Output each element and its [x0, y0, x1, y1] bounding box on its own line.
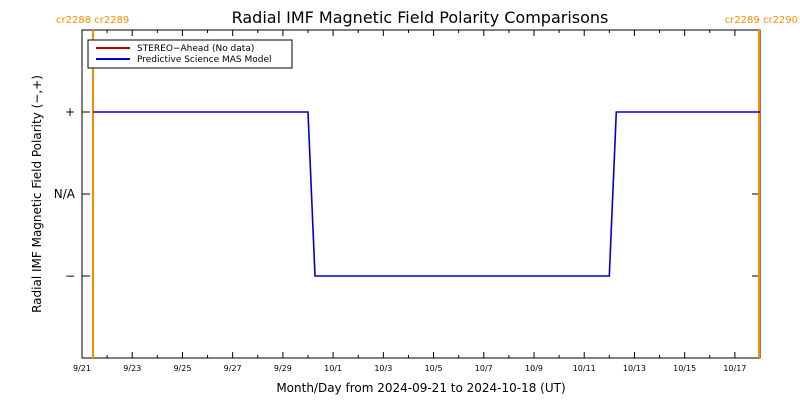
- series-line-mas-model: [93, 111, 760, 277]
- carrington-rotation-label: cr2289 cr2290: [725, 15, 798, 26]
- y-axis-label: Radial IMF Magnetic Field Polarity (−,+): [30, 75, 44, 313]
- x-tick-label: 10/11: [573, 364, 596, 373]
- x-ticks: 9/21 9/23 9/25 9/27 9/29 10/1 10/3 10/5 10/7 10/9…: [73, 30, 761, 373]
- y-tick-label: +: [65, 105, 75, 119]
- legend: STEREO−Ahead (No data) Predictive Scienc…: [87, 39, 293, 69]
- y-ticks: + N/A −: [54, 105, 760, 283]
- x-tick-label: 10/13: [623, 364, 646, 373]
- x-tick-label: 9/21: [73, 364, 91, 373]
- y-tick-label: N/A: [54, 187, 76, 201]
- y-tick-label: −: [65, 269, 75, 283]
- x-tick-label: 9/29: [274, 364, 292, 373]
- plot-frame: [81, 29, 761, 359]
- x-tick-label: 10/15: [673, 364, 696, 373]
- legend-label-stereo-ahead: STEREO−Ahead (No data): [137, 44, 254, 54]
- legend-label-mas-model: Predictive Science MAS Model: [137, 55, 272, 65]
- chart-title: Radial IMF Magnetic Field Polarity Compa…: [232, 8, 609, 27]
- carrington-rotation-markers: cr2288 cr2289 cr2289 cr2290: [56, 15, 798, 358]
- x-tick-label: 9/23: [123, 364, 141, 373]
- x-tick-label: 10/9: [525, 364, 543, 373]
- legend-box: [87, 39, 293, 69]
- x-tick-label: 10/5: [425, 364, 443, 373]
- carrington-rotation-label: cr2288 cr2289: [56, 15, 129, 26]
- x-tick-label: 9/27: [224, 364, 242, 373]
- x-tick-label: 10/17: [723, 364, 746, 373]
- x-tick-label: 10/7: [475, 364, 493, 373]
- series-layer: [93, 111, 760, 277]
- x-tick-label: 9/25: [173, 364, 191, 373]
- x-axis-label: Month/Day from 2024-09-21 to 2024-10-18 …: [276, 381, 565, 395]
- x-tick-label: 10/1: [324, 364, 342, 373]
- x-tick-label: 10/3: [374, 364, 392, 373]
